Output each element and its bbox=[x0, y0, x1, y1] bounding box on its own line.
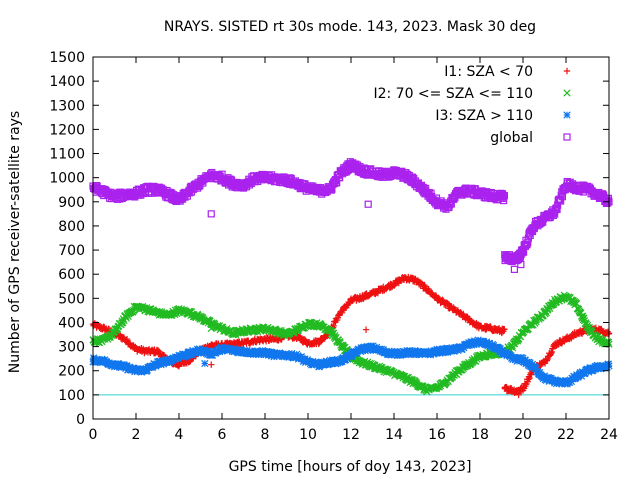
outlier-point bbox=[364, 200, 372, 208]
y-tick-label: 1500 bbox=[49, 50, 85, 66]
legend-marker bbox=[563, 67, 571, 75]
data-point bbox=[522, 236, 530, 244]
legend-marker bbox=[563, 111, 571, 119]
data-point bbox=[580, 314, 588, 322]
data-point bbox=[532, 364, 540, 372]
data-point bbox=[604, 199, 612, 207]
x-tick-label: 18 bbox=[471, 427, 489, 443]
legend-marker bbox=[563, 89, 571, 97]
x-tick-label: 4 bbox=[175, 427, 184, 443]
x-axis-label: GPS time [hours of doy 143, 2023] bbox=[229, 459, 472, 475]
series-2 bbox=[89, 336, 613, 388]
chart-title: NRAYS. SISTED rt 30s mode. 143, 2023. Ma… bbox=[164, 19, 536, 35]
x-tick-label: 22 bbox=[557, 427, 575, 443]
y-tick-label: 600 bbox=[58, 267, 85, 283]
series-3 bbox=[89, 158, 613, 273]
y-tick-label: 800 bbox=[58, 219, 85, 235]
x-tick-label: 24 bbox=[600, 427, 618, 443]
y-tick-label: 700 bbox=[58, 243, 85, 259]
series-1 bbox=[89, 291, 613, 396]
y-axis-label: Number of GPS receiver-satellite rays bbox=[7, 111, 23, 373]
y-tick-label: 400 bbox=[58, 315, 85, 331]
x-tick-label: 20 bbox=[514, 427, 532, 443]
x-tick-label: 12 bbox=[342, 427, 360, 443]
axes-layer: 0 2 4 6 8 10 12 14 16 18 20 22 240100200300400500600… bbox=[49, 50, 618, 443]
legend-label: I2: 70 <= SZA <= 110 bbox=[373, 86, 533, 102]
data-point bbox=[500, 196, 508, 205]
outlier-point bbox=[362, 326, 370, 333]
data-point bbox=[517, 250, 525, 258]
data-point bbox=[526, 231, 534, 240]
outlier-point bbox=[201, 359, 209, 368]
data-point bbox=[553, 205, 561, 213]
data-point bbox=[500, 192, 508, 200]
x-tick-label: 2 bbox=[132, 427, 141, 443]
legend-label: I1: SZA < 70 bbox=[444, 64, 533, 80]
y-tick-label: 1100 bbox=[49, 147, 85, 163]
y-tick-label: 500 bbox=[58, 291, 85, 307]
data-point bbox=[118, 317, 126, 325]
x-tick-label: 16 bbox=[428, 427, 446, 443]
legend: I1: SZA < 70 I2: 70 <= SZA <= 110 I3: SZA … bbox=[373, 64, 571, 146]
y-tick-label: 0 bbox=[76, 412, 85, 428]
outlier-point bbox=[510, 265, 518, 273]
outlier-point bbox=[207, 324, 215, 333]
plot-layer bbox=[89, 158, 613, 399]
outlier-point bbox=[515, 391, 522, 399]
y-tick-label: 300 bbox=[58, 340, 85, 356]
data-point bbox=[524, 238, 532, 246]
y-tick-label: 1400 bbox=[49, 74, 85, 90]
x-tick-label: 6 bbox=[218, 427, 227, 443]
y-tick-label: 1300 bbox=[49, 98, 85, 114]
legend-label: global bbox=[490, 130, 533, 146]
data-point bbox=[501, 326, 508, 333]
x-tick-label: 10 bbox=[299, 427, 317, 443]
data-point bbox=[393, 347, 402, 355]
x-tick-label: 0 bbox=[89, 427, 98, 443]
x-tick-label: 8 bbox=[261, 427, 270, 443]
y-tick-label: 900 bbox=[58, 195, 85, 211]
legend-marker bbox=[563, 133, 571, 141]
y-tick-label: 100 bbox=[58, 388, 85, 404]
data-point bbox=[526, 359, 534, 367]
outlier-point bbox=[207, 210, 215, 218]
legend-label: I3: SZA > 110 bbox=[435, 108, 533, 124]
data-point bbox=[604, 338, 613, 346]
y-tick-label: 200 bbox=[58, 364, 85, 380]
x-tick-label: 14 bbox=[385, 427, 403, 443]
y-tick-label: 1000 bbox=[49, 171, 85, 187]
outlier-point bbox=[517, 260, 525, 269]
y-tick-label: 1200 bbox=[49, 122, 85, 138]
outlier-point bbox=[208, 361, 215, 368]
